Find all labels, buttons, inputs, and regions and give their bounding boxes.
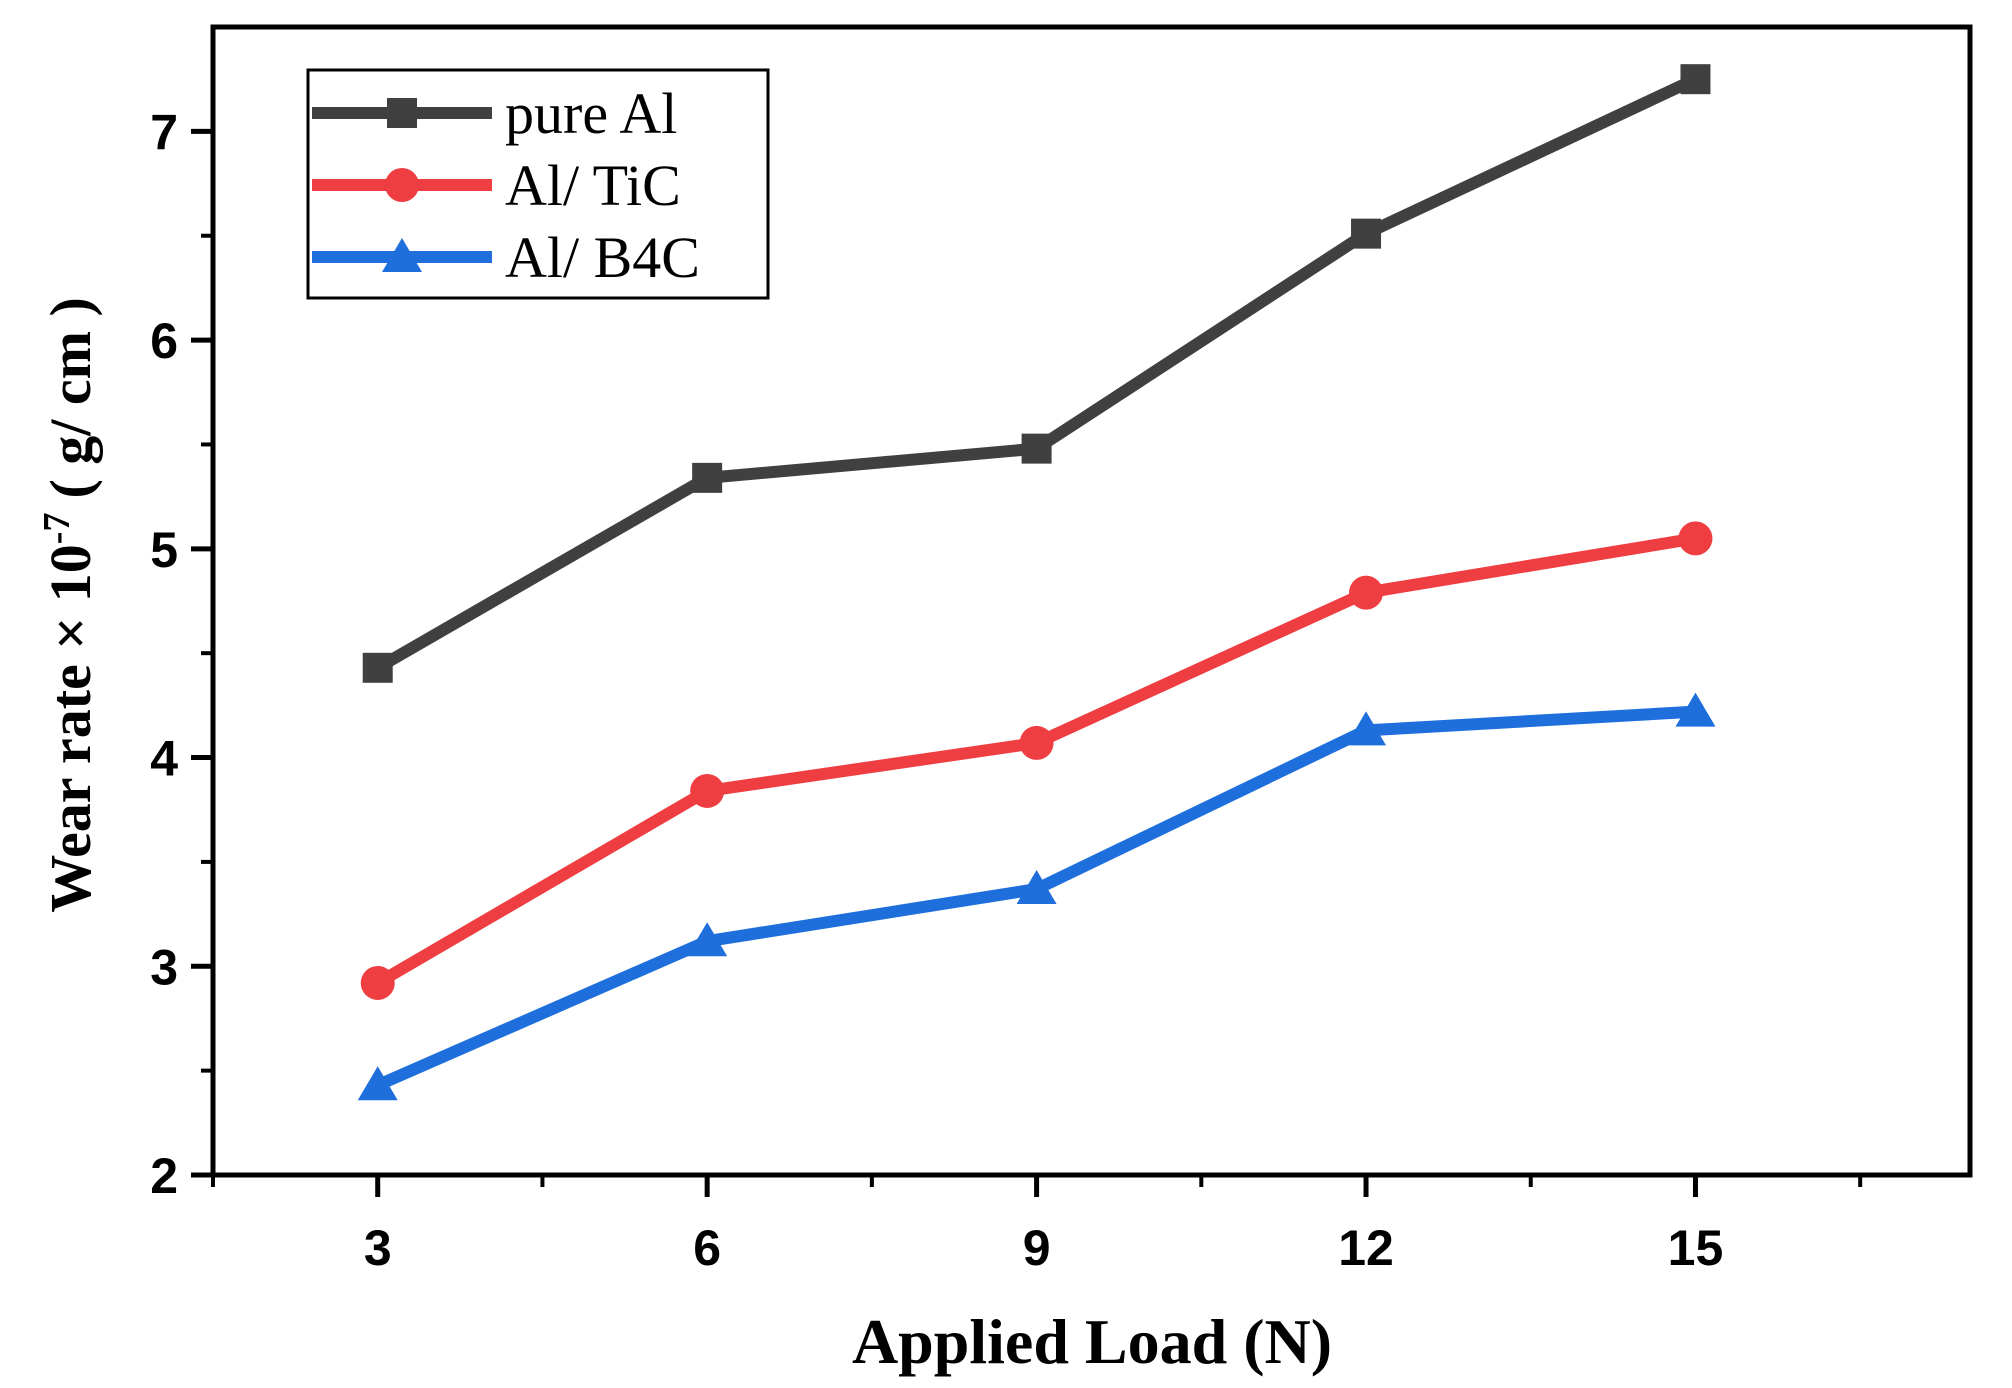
data-point — [1349, 575, 1384, 610]
data-point — [362, 652, 393, 683]
y-tick-label: 4 — [150, 731, 178, 787]
x-axis: 3 6 9 12 15 — [211, 1175, 1863, 1276]
data-point — [357, 1066, 398, 1101]
x-tick-label: 12 — [1338, 1220, 1394, 1276]
data-point — [1346, 711, 1387, 746]
y-axis-title-exponent: -7 — [36, 513, 78, 545]
x-tick-label: 15 — [1668, 1220, 1724, 1276]
data-point — [690, 773, 725, 808]
legend: pure Al Al/ TiC Al/ B4C — [306, 68, 770, 300]
data-point — [360, 965, 395, 1000]
series-line — [374, 532, 1697, 989]
y-axis-title-main: Wear rate × 10 — [38, 544, 103, 913]
data-point — [692, 462, 723, 493]
y-axis: 2 3 4 5 6 7 — [150, 104, 213, 1204]
legend-label: Al/ TiC — [505, 153, 681, 218]
y-tick-label: 3 — [150, 939, 178, 995]
data-point — [1351, 218, 1382, 249]
y-axis-title: Wear rate × 10-7 ( g/ cm ) — [36, 297, 103, 913]
data-point — [1680, 64, 1711, 95]
data-point — [1675, 692, 1716, 727]
y-tick-label: 7 — [150, 104, 178, 160]
y-axis-title-units: ( g/ cm ) — [38, 297, 103, 498]
legend-label: pure Al — [505, 81, 677, 146]
x-axis-title: Applied Load (N) — [852, 1306, 1332, 1377]
y-tick-label: 5 — [150, 522, 178, 578]
data-point — [1019, 725, 1054, 760]
x-tick-label: 6 — [693, 1220, 721, 1276]
legend-marker — [382, 238, 422, 272]
series-layer — [357, 64, 1716, 1101]
data-point — [1021, 433, 1052, 464]
y-tick-label: 6 — [150, 313, 178, 369]
series-3 — [357, 692, 1716, 1101]
x-tick-label: 3 — [364, 1220, 392, 1276]
plot-frame — [210, 24, 1973, 1178]
series-1 — [362, 64, 1711, 683]
data-point — [1016, 870, 1057, 905]
y-tick-label: 2 — [150, 1148, 178, 1204]
legend-label: Al/ B4C — [505, 225, 700, 290]
legend-item-3: Al/ B4C — [312, 225, 700, 290]
legend-item-2: Al/ TiC — [312, 153, 681, 218]
series-2 — [360, 521, 1713, 1000]
data-point — [1678, 521, 1713, 556]
legend-marker — [387, 98, 417, 128]
legend-item-1: pure Al — [312, 81, 677, 146]
x-tick-label: 9 — [1023, 1220, 1051, 1276]
data-point — [687, 922, 728, 957]
legend-marker — [385, 168, 419, 202]
